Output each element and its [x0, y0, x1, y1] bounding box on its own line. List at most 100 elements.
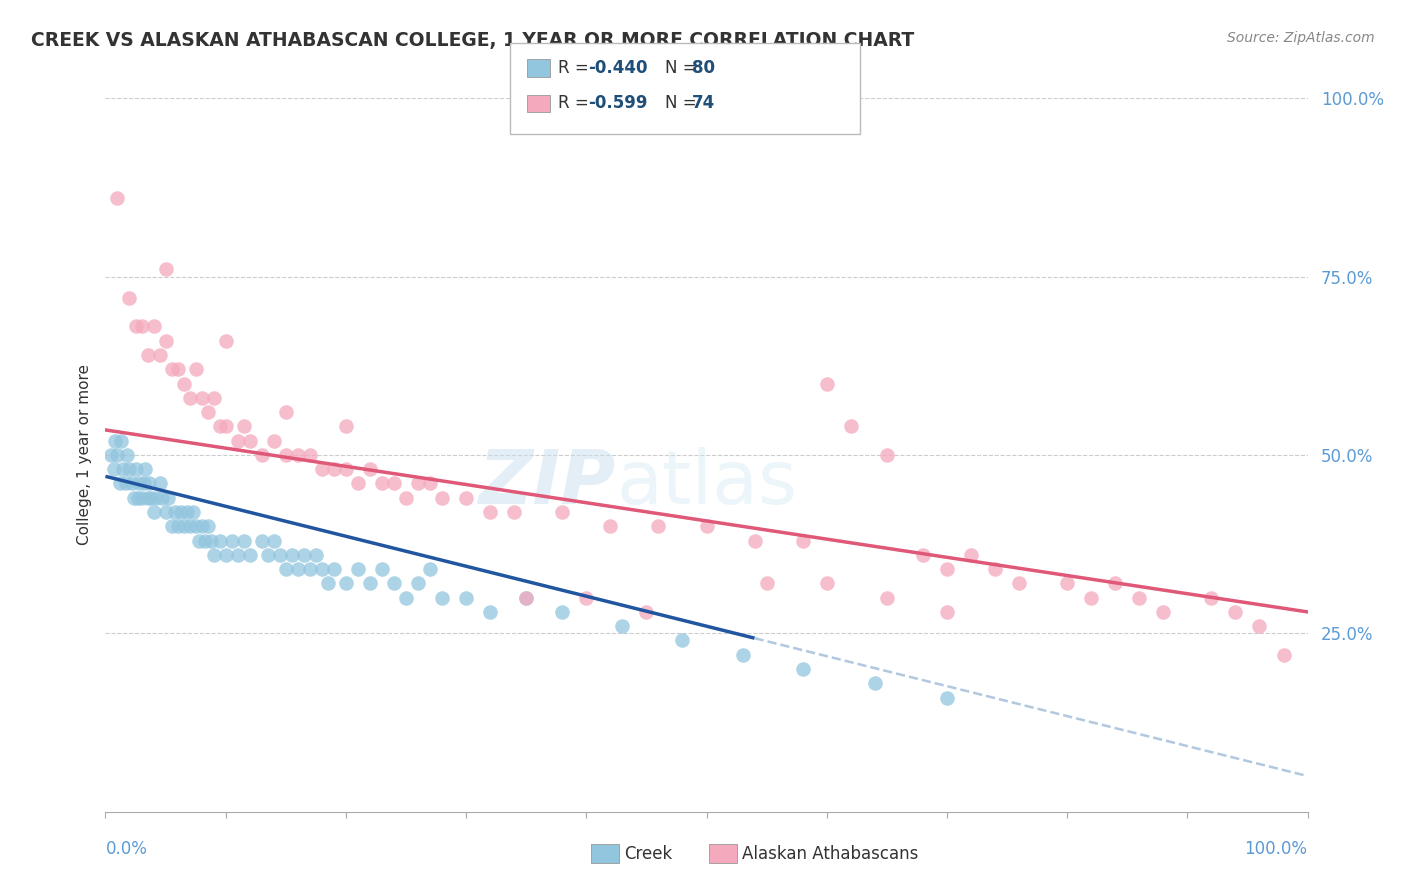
Point	[165, 505, 187, 519]
Point	[298, 562, 321, 576]
Point	[118, 291, 141, 305]
Point	[335, 419, 357, 434]
Point	[263, 434, 285, 448]
Point	[311, 562, 333, 576]
Text: ZIP: ZIP	[479, 447, 616, 520]
Point	[173, 519, 195, 533]
Point	[322, 462, 344, 476]
Point	[100, 448, 122, 462]
Point	[112, 462, 135, 476]
Point	[430, 591, 453, 605]
Point	[142, 319, 165, 334]
Point	[214, 419, 236, 434]
Point	[166, 519, 188, 533]
Point	[181, 505, 204, 519]
Text: atlas: atlas	[616, 447, 797, 520]
Point	[287, 448, 309, 462]
Point	[124, 491, 146, 505]
Point	[214, 334, 236, 348]
Point	[184, 362, 207, 376]
Point	[382, 476, 405, 491]
Point	[316, 576, 339, 591]
Point	[128, 476, 150, 491]
Point	[115, 476, 138, 491]
Point	[107, 448, 129, 462]
Point	[263, 533, 285, 548]
Text: R =: R =	[558, 59, 595, 77]
Point	[132, 476, 155, 491]
Point	[110, 434, 132, 448]
Point	[239, 548, 262, 562]
Point	[454, 591, 477, 605]
Point	[104, 434, 127, 448]
Point	[239, 434, 262, 448]
Point	[298, 448, 321, 462]
Point	[197, 519, 219, 533]
Point	[200, 533, 222, 548]
Text: 80: 80	[692, 59, 714, 77]
Point	[134, 462, 156, 476]
Point	[792, 533, 814, 548]
Point	[936, 690, 959, 705]
Point	[371, 476, 394, 491]
Point	[136, 348, 159, 362]
Text: N =: N =	[665, 95, 702, 112]
Text: CREEK VS ALASKAN ATHABASCAN COLLEGE, 1 YEAR OR MORE CORRELATION CHART: CREEK VS ALASKAN ATHABASCAN COLLEGE, 1 Y…	[31, 31, 914, 50]
Point	[322, 562, 344, 576]
Point	[190, 519, 212, 533]
Point	[156, 491, 179, 505]
Point	[515, 591, 537, 605]
Point	[179, 519, 201, 533]
Point	[305, 548, 328, 562]
Point	[1225, 605, 1247, 619]
Point	[419, 562, 441, 576]
Point	[1249, 619, 1271, 633]
Point	[382, 576, 405, 591]
Text: Creek: Creek	[624, 845, 672, 863]
Point	[1128, 591, 1150, 605]
Point	[121, 476, 143, 491]
Point	[226, 548, 249, 562]
Point	[250, 448, 273, 462]
Point	[454, 491, 477, 505]
Point	[647, 519, 669, 533]
Point	[863, 676, 886, 690]
Point	[371, 562, 394, 576]
Point	[599, 519, 621, 533]
Point	[911, 548, 934, 562]
Point	[274, 562, 297, 576]
Point	[335, 462, 357, 476]
Point	[311, 462, 333, 476]
Point	[936, 562, 959, 576]
Point	[208, 533, 231, 548]
Point	[347, 562, 370, 576]
Point	[936, 605, 959, 619]
Point	[1201, 591, 1223, 605]
Point	[430, 491, 453, 505]
Point	[287, 562, 309, 576]
Point	[155, 505, 177, 519]
Point	[984, 562, 1007, 576]
Point	[292, 548, 315, 562]
Text: Source: ZipAtlas.com: Source: ZipAtlas.com	[1227, 31, 1375, 45]
Point	[395, 591, 418, 605]
Point	[479, 605, 502, 619]
Text: -0.599: -0.599	[588, 95, 647, 112]
Point	[108, 476, 131, 491]
Point	[755, 576, 778, 591]
Point	[127, 491, 149, 505]
Point	[131, 319, 153, 334]
Point	[221, 533, 243, 548]
Point	[194, 533, 217, 548]
Point	[551, 505, 574, 519]
Point	[139, 491, 162, 505]
Point	[232, 419, 254, 434]
Point	[395, 491, 418, 505]
Point	[188, 533, 211, 548]
Point	[876, 591, 898, 605]
Point	[960, 548, 983, 562]
Point	[696, 519, 718, 533]
Text: Alaskan Athabascans: Alaskan Athabascans	[742, 845, 918, 863]
Point	[118, 462, 141, 476]
Text: -0.440: -0.440	[588, 59, 647, 77]
